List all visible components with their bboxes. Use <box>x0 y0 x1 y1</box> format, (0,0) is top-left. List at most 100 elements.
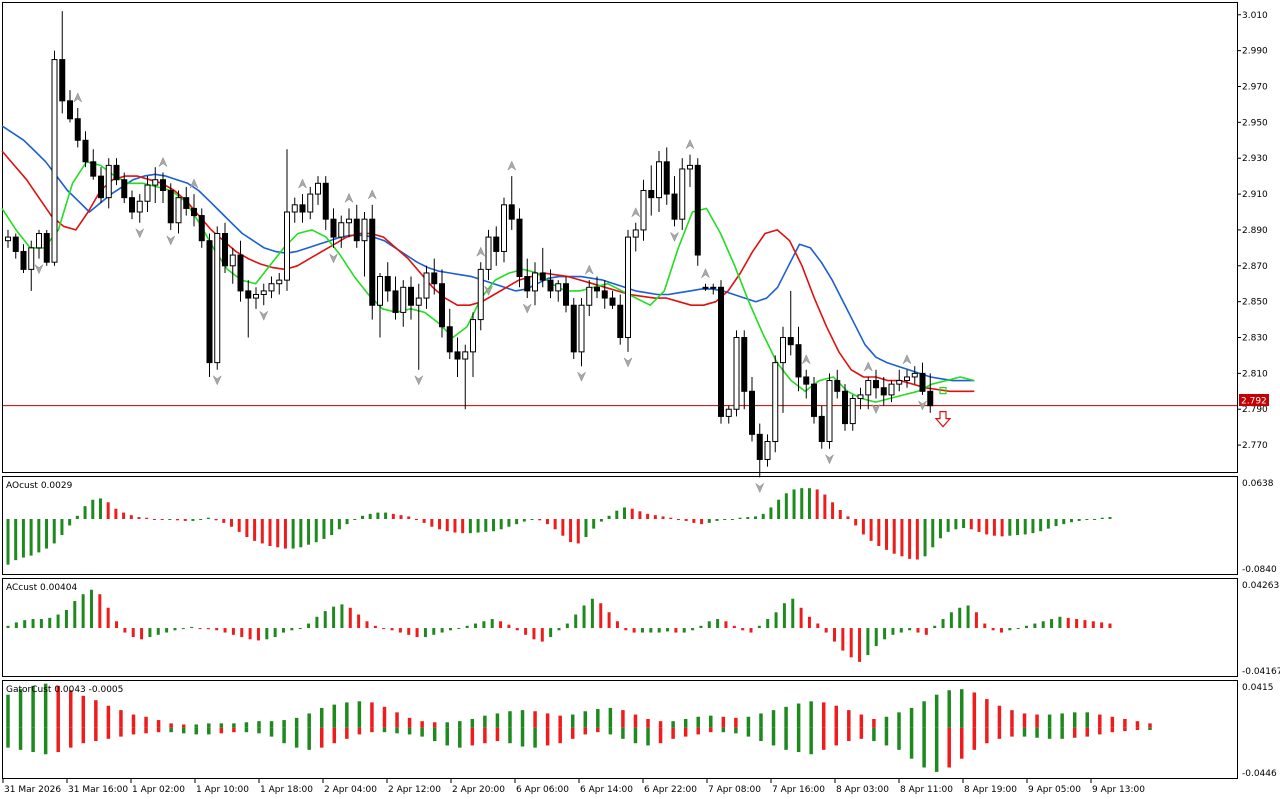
candle-body <box>353 218 360 242</box>
y-tick-label: 2.790 <box>1242 405 1268 415</box>
candle-body <box>911 372 918 378</box>
ao-pane <box>2 476 1238 575</box>
candle-body <box>284 211 290 281</box>
candle-body <box>322 182 329 220</box>
fractal-down-icon <box>669 231 680 242</box>
fractal-up-icon <box>344 192 354 204</box>
y-tick-label: -0.0840 <box>1242 565 1277 575</box>
candle-body <box>206 240 213 364</box>
candle-body <box>547 279 554 292</box>
y-tick-label: 2.770 <box>1242 441 1268 451</box>
ac-histogram-layer <box>6 589 1112 662</box>
x-tick-label: 2 Apr 04:00 <box>324 785 377 795</box>
x-tick-label: 8 Apr 11:00 <box>900 785 953 795</box>
candle-body <box>167 189 174 224</box>
fractal-up-icon <box>189 178 199 189</box>
y-tick-label: -0.0446 <box>1242 769 1277 779</box>
candle-body <box>237 254 244 292</box>
candle-body <box>43 233 50 263</box>
fractal-up-icon <box>584 264 594 275</box>
candle-body <box>28 247 35 270</box>
candle-body <box>718 286 724 417</box>
fractal-down-icon <box>328 253 339 264</box>
y-tick-label: 0.0638 <box>1242 479 1274 489</box>
candle-body <box>896 380 903 385</box>
candle-body <box>400 286 407 313</box>
candle-body <box>346 218 352 224</box>
candle-body <box>307 193 314 213</box>
ac-header: ACcust 0.00404 <box>6 583 78 593</box>
fractal-up-icon <box>685 139 695 150</box>
fractal-down-icon <box>522 303 532 314</box>
candle-body <box>555 283 562 292</box>
candle-body <box>160 179 166 191</box>
candle-body <box>222 233 228 267</box>
candle-body <box>795 344 802 378</box>
gator-pane <box>2 680 1238 779</box>
candle-body <box>446 326 453 353</box>
candle-body <box>632 229 639 238</box>
y-tick-label: 2.930 <box>1242 154 1268 164</box>
signal-down-arrow-icon <box>934 411 952 428</box>
fractal-up-icon <box>158 156 168 168</box>
candle-body <box>702 286 709 289</box>
candle-body <box>377 276 383 306</box>
ao-histogram-layer <box>6 488 1112 565</box>
candle-body <box>51 59 58 263</box>
x-tick-label: 9 Apr 13:00 <box>1092 785 1145 795</box>
candle-body <box>679 168 686 220</box>
candle-body <box>803 376 810 385</box>
candle-body <box>90 161 97 177</box>
candle-body <box>710 286 717 289</box>
candle-body <box>330 218 337 238</box>
candle-body <box>787 337 794 346</box>
x-tick-label: 1 Apr 02:00 <box>132 785 185 795</box>
x-tick-label: 31 Mar 2026 <box>4 785 61 795</box>
x-tick-label: 8 Apr 19:00 <box>964 785 1017 795</box>
x-tick-label: 31 Mar 16:00 <box>68 785 128 795</box>
candle-body <box>749 390 755 435</box>
fractal-up-icon <box>902 354 912 365</box>
candle-body <box>625 236 631 339</box>
candle-body <box>919 372 926 392</box>
candle-body <box>98 175 104 199</box>
candle-body <box>818 415 825 443</box>
x-tick-label: 6 Apr 22:00 <box>644 785 697 795</box>
signal-up-arrow-icon <box>939 387 947 395</box>
candle-body <box>880 387 887 396</box>
candle-body <box>74 118 81 141</box>
ao-header: AOcust 0.0029 <box>6 481 73 491</box>
candle-body <box>299 204 306 213</box>
gator-histogram-layer <box>6 683 1152 772</box>
candle-body <box>191 207 197 217</box>
candle-body <box>570 304 577 353</box>
x-tick-label: 6 Apr 06:00 <box>516 785 569 795</box>
candle-body <box>826 380 833 443</box>
candle-body <box>338 222 345 238</box>
candle-body <box>477 268 484 321</box>
candle-body <box>384 276 391 292</box>
candle-body <box>865 380 872 396</box>
fractal-up-icon <box>73 92 83 103</box>
gator-header: GatorCust 0.0043 -0.0005 <box>6 685 123 695</box>
fractal-down-icon <box>34 263 44 275</box>
candle-body <box>121 179 128 199</box>
candle-body <box>214 233 221 364</box>
candle-body <box>454 351 461 360</box>
candle-body <box>656 161 662 199</box>
candle-body <box>617 304 624 339</box>
candle-body <box>772 362 779 443</box>
fractal-down-icon <box>212 375 222 386</box>
candle-body <box>756 433 763 460</box>
candle-body <box>671 193 678 220</box>
x-tick-label: 1 Apr 10:00 <box>196 785 249 795</box>
candle-body <box>5 236 11 242</box>
y-tick-label: 2.990 <box>1242 47 1268 57</box>
current-price-label: 2.792 <box>1241 397 1267 407</box>
candle-body <box>493 236 500 252</box>
candle-body <box>136 200 143 213</box>
candle-body <box>842 390 848 425</box>
fractal-up-icon <box>367 189 377 200</box>
x-tick-label: 6 Apr 14:00 <box>580 785 633 795</box>
ac-pane <box>2 578 1238 677</box>
